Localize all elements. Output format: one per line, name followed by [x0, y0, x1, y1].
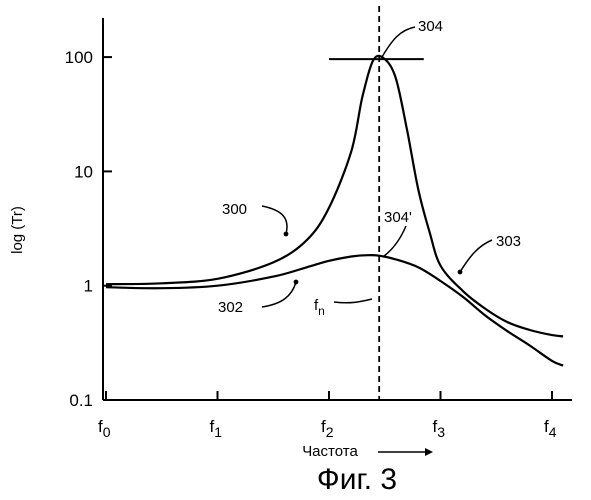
annotation-304: 304 [382, 18, 443, 57]
y-tick-label: 0.1 [69, 391, 93, 410]
x-tick-label: f3 [433, 417, 446, 440]
x-axis-label: Частота [302, 443, 358, 460]
x-tick-label: f1 [210, 417, 223, 440]
x-axis-arrow-icon [378, 448, 433, 456]
leader-line [334, 299, 372, 303]
reference-lines [329, 6, 424, 400]
annotation-label: 302 [218, 299, 243, 316]
annotation-label: 300 [222, 201, 247, 218]
axes [103, 18, 572, 400]
y-tick-label: 100 [65, 48, 93, 67]
y-axis-label: log (Tr) [9, 206, 26, 254]
annotation-label: 304' [384, 209, 412, 226]
y-ticks: 0.1 1 10 100 [65, 48, 112, 410]
leader-arrow-icon [284, 232, 289, 237]
figure-caption: Фиг. 3 [317, 463, 397, 496]
leader-arrow-icon [294, 280, 299, 285]
x-tick-label: f4 [544, 417, 557, 440]
annotation-label: 303 [496, 233, 521, 250]
curve-302 [106, 255, 563, 366]
leader-line [460, 240, 492, 272]
curve-300 [106, 56, 563, 337]
annotations: 304 304' 303 300 302 fn [218, 18, 521, 318]
annotation-303: 303 [458, 233, 521, 274]
y-tick-label: 10 [74, 162, 93, 181]
leader-arrow-icon [458, 270, 463, 275]
leader-line [262, 206, 287, 234]
series-layer [106, 56, 563, 366]
annotation-label: fn [314, 297, 325, 318]
annotation-label: 304 [418, 18, 443, 35]
y-tick-label: 1 [84, 277, 93, 296]
annotation-fn: fn [314, 297, 372, 318]
annotation-304p: 304' [384, 209, 412, 256]
x-ticks: f0 f1 f2 f3 f4 [98, 391, 557, 440]
annotation-300: 300 [222, 201, 288, 236]
x-tick-label: f2 [321, 417, 334, 440]
leader-line [262, 282, 296, 307]
leader-line [384, 226, 406, 256]
x-tick-label: f0 [98, 417, 111, 440]
leader-line [382, 27, 415, 57]
